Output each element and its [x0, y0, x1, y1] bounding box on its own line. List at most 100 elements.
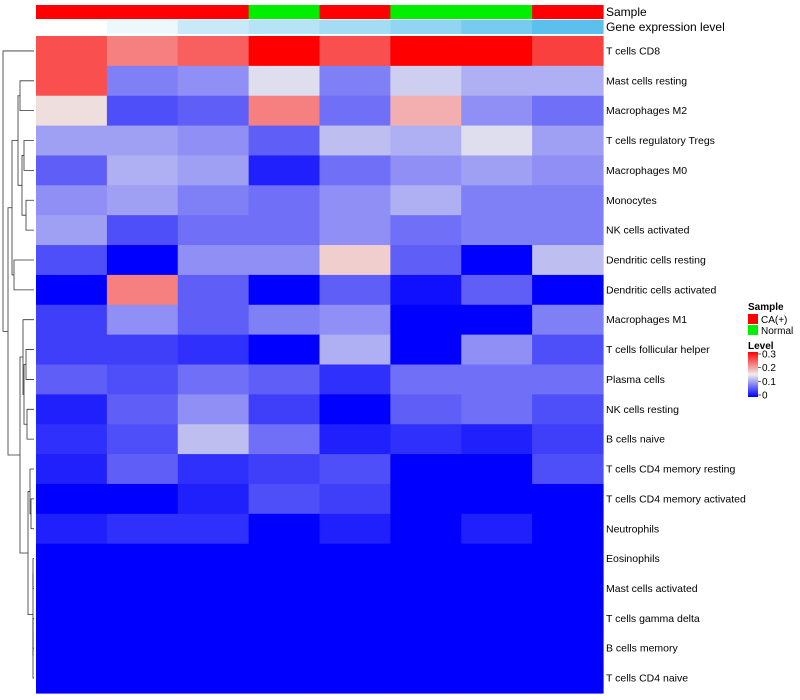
level-tick-label: 0	[762, 391, 768, 402]
heatmap-cell	[248, 364, 321, 395]
heatmap-cell	[36, 304, 108, 336]
heatmap-cell	[319, 573, 391, 605]
heatmap-cell	[248, 155, 321, 186]
heatmap-cell	[248, 125, 321, 157]
heatmap-cell	[461, 65, 533, 97]
heatmap-cell	[248, 483, 321, 515]
heatmap-cell	[177, 65, 250, 97]
gene-expression-annotation-cell	[319, 20, 391, 34]
dendrogram-branch	[26, 408, 34, 440]
gene-expression-annotation-cell	[248, 20, 321, 34]
heatmap-cell	[248, 65, 321, 97]
heatmap-cell	[390, 334, 462, 366]
heatmap-cell	[106, 215, 179, 246]
heatmap-cell	[36, 334, 108, 366]
heatmap-cell	[319, 125, 391, 157]
legend-title-level: Level	[748, 341, 774, 352]
gene-expression-annotation-cell	[390, 20, 462, 34]
heatmap-cell	[532, 155, 604, 186]
column-annotations	[36, 5, 604, 34]
heatmap-cell	[106, 304, 179, 336]
heatmap-cell	[36, 155, 108, 186]
row-label: T cells CD4 naive	[606, 673, 688, 685]
heatmap-cell	[248, 543, 321, 575]
heatmap-cell	[248, 274, 321, 306]
heatmap-cell	[532, 274, 604, 306]
heatmap-cell	[106, 155, 179, 186]
heatmap-cell	[106, 483, 179, 515]
heatmap-cell	[106, 95, 179, 127]
heatmap-cell	[106, 513, 179, 545]
heatmap-cell	[461, 454, 533, 485]
dendrogram-branch	[19, 80, 34, 112]
heatmap-cell	[532, 36, 604, 67]
heatmap-cell	[36, 95, 108, 127]
heatmap-cell	[106, 125, 179, 157]
heatmap-cell	[106, 65, 179, 97]
row-label: NK cells resting	[606, 404, 679, 416]
heatmap-cell	[390, 65, 462, 97]
heatmap-cell	[532, 95, 604, 127]
gene-expression-annotation-cell	[532, 20, 604, 34]
heatmap-cell	[248, 424, 321, 455]
heatmap-cell	[36, 543, 108, 575]
heatmap-cell	[390, 274, 462, 306]
sample-annotation-cell	[106, 5, 179, 19]
heatmap-cell	[36, 185, 108, 216]
heatmap-cell	[390, 454, 462, 485]
heatmap-cell	[319, 65, 391, 97]
heatmap-cell	[248, 185, 321, 216]
sample-annotation-cell	[177, 5, 250, 19]
heatmap-cell	[461, 603, 533, 634]
level-tick-label: 0.3	[762, 350, 776, 361]
legend-title-sample: Sample	[748, 302, 784, 313]
heatmap-cell	[36, 603, 108, 634]
annotation-label-sample: Sample	[606, 5, 647, 19]
heatmap-cell	[532, 125, 604, 157]
heatmap-cell	[36, 36, 108, 67]
heatmap-cell	[461, 185, 533, 216]
heatmap-cell	[319, 483, 391, 515]
heatmap-cell	[532, 65, 604, 97]
heatmap-cell	[319, 663, 391, 694]
heatmap-cell	[106, 245, 179, 276]
heatmap-cell	[177, 424, 250, 455]
heatmap-cell	[106, 364, 179, 395]
heatmap-cell	[106, 633, 179, 664]
dendrogram-branch	[11, 140, 18, 276]
heatmap-cell	[532, 364, 604, 395]
heatmap-cell	[177, 215, 250, 246]
heatmap-cell	[319, 454, 391, 485]
heatmap-cell	[390, 394, 462, 425]
heatmap-cell	[390, 36, 462, 67]
heatmap-cell	[248, 513, 321, 545]
row-labels: T cells CD8 Mast cells resting Macrophages…	[606, 45, 746, 684]
dendrogram-branch	[27, 491, 33, 616]
heatmap-cell	[390, 245, 462, 276]
heatmap-cell	[36, 633, 108, 664]
heatmap-cell	[177, 483, 250, 515]
heatmap-cell	[248, 603, 321, 634]
heatmap-cell	[36, 454, 108, 485]
row-label: Mast cells resting	[606, 75, 687, 87]
dendrogram-branch	[23, 140, 34, 171]
heatmap-cell	[461, 573, 533, 605]
heatmap-cell	[36, 573, 108, 605]
heatmap-cell	[319, 543, 391, 575]
heatmap-cell	[177, 633, 250, 664]
heatmap-cell	[106, 573, 179, 605]
heatmap-cell	[177, 573, 250, 605]
heatmap-cell	[532, 245, 604, 276]
heatmap-cell	[177, 185, 250, 216]
heatmap-cell	[319, 513, 391, 545]
heatmap-cell	[461, 215, 533, 246]
heatmap-cell	[532, 603, 604, 634]
heatmap-cell	[390, 95, 462, 127]
heatmap-cell	[390, 663, 462, 694]
heatmap-cell	[177, 663, 250, 694]
heatmap-cell	[319, 334, 391, 366]
heatmap-cell	[177, 603, 250, 634]
heatmap-cell	[390, 304, 462, 336]
